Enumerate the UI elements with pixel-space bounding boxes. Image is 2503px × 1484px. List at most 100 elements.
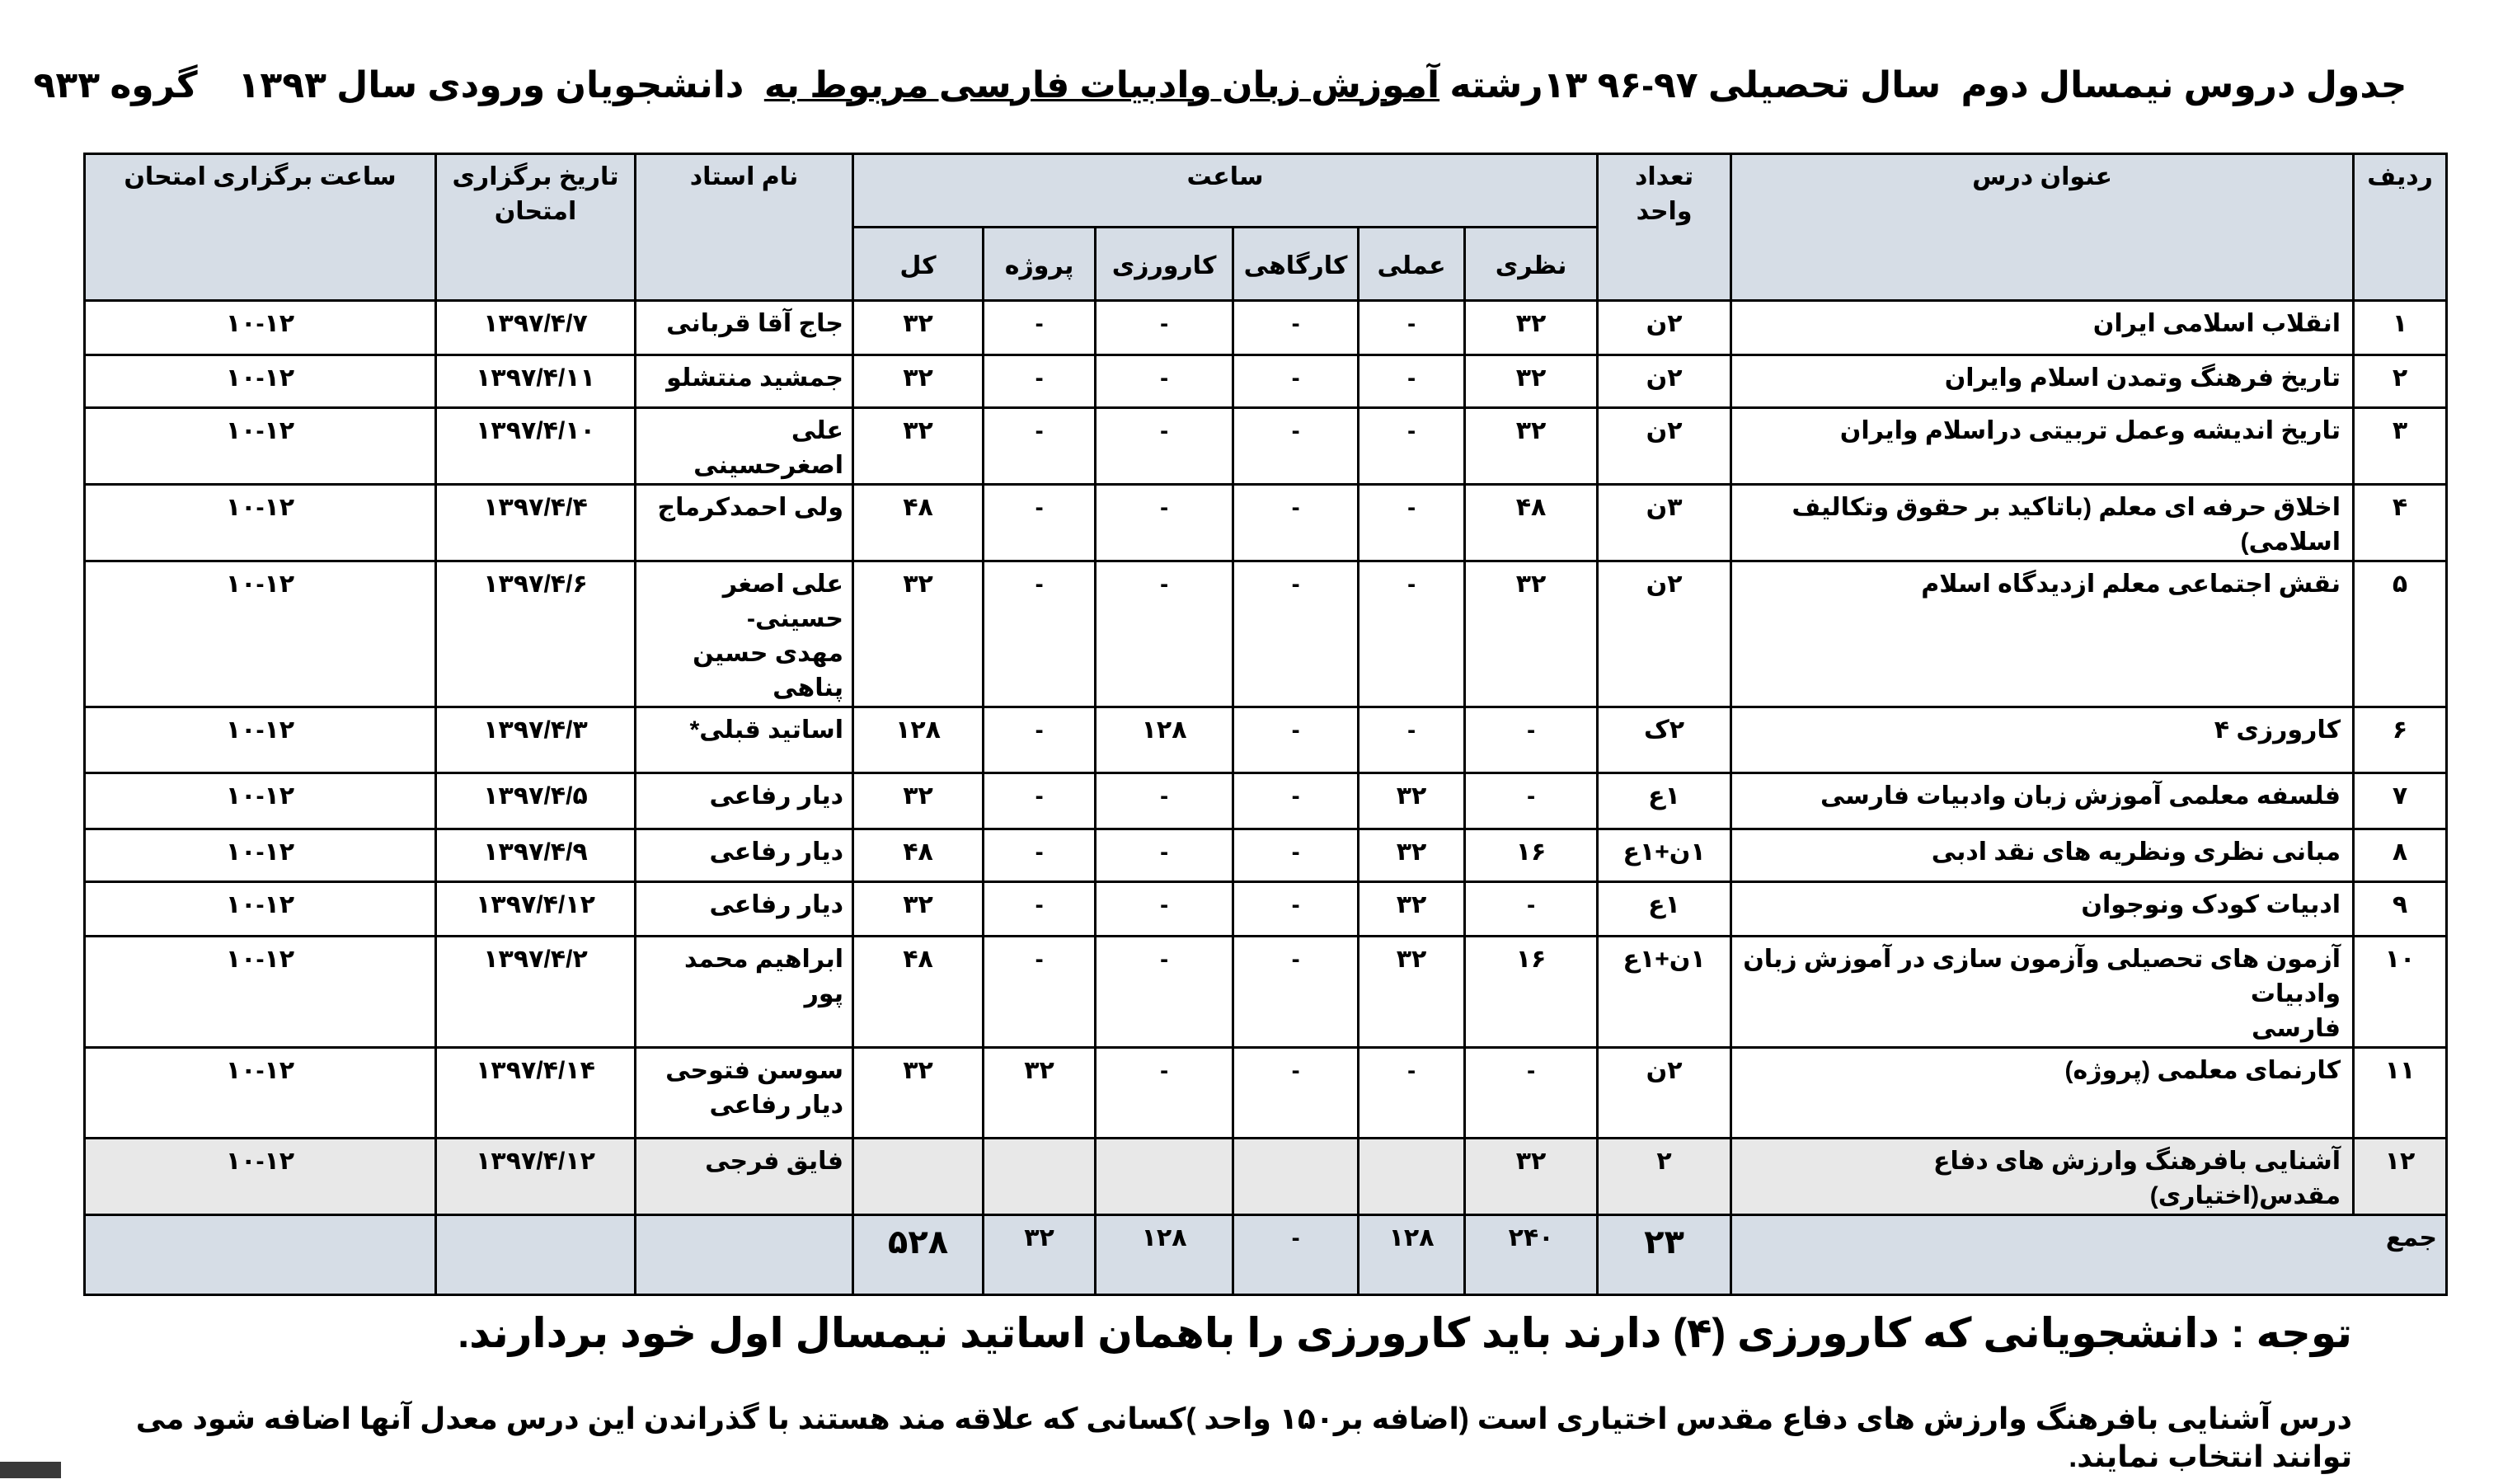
header-course: عنوان درس [1730, 153, 2355, 302]
total-hours-cell: ۳۲ [851, 354, 985, 409]
totals-practical: ۱۲۸ [1357, 1214, 1467, 1296]
practical-hours-cell: - [1357, 483, 1467, 562]
total-hours-cell [851, 1137, 985, 1216]
note-internship: توجه : دانشجویانی که کارورزی (۴) دارند ب… [458, 1310, 2352, 1356]
header-project: پروژه [982, 226, 1097, 302]
instructor-cell: علی اصغر حسینی- مهدی حسین پناهی [634, 560, 854, 708]
page-title: جدول دروس نیمسال دوم سال تحصیلی ۹۷-۹۶ ۱۳… [0, 64, 2440, 107]
project-hours-cell: - [982, 299, 1097, 356]
instructor-cell: فایق فرجی [634, 1137, 854, 1216]
row-number-cell: ۱۰ [2352, 935, 2449, 1049]
project-hours-cell: - [982, 560, 1097, 708]
course-title-cell: اخلاق حرفه ای معلم (باتاکید بر حقوق وتکا… [1730, 483, 2355, 562]
internship-hours-cell: - [1094, 354, 1235, 409]
header-units: تعداد واحد [1596, 153, 1733, 302]
course-title-cell: نقش اجتماعی معلم ازدیدگاه اسلام [1730, 560, 2355, 708]
course-title-cell: انقلاب اسلامی ایران [1730, 299, 2355, 356]
theory-hours-cell: ۱۶ [1463, 828, 1599, 883]
totals-project: ۳۲ [982, 1214, 1097, 1296]
row-number-cell: ۱۱ [2352, 1046, 2449, 1139]
instructor-cell: جمشید منتشلو [634, 354, 854, 409]
exam-date-cell: ۱۳۹۷/۴/۱۰ [434, 406, 636, 486]
table-row: ۲ تاریخ فرهنگ وتمدن اسلام وایران ۲ن ۳۲- - - -۳… [83, 354, 2449, 409]
project-hours-cell [982, 1137, 1097, 1216]
workshop-hours-cell [1232, 1137, 1360, 1216]
workshop-hours-cell: - [1232, 1046, 1360, 1139]
internship-hours-cell: - [1094, 881, 1235, 937]
course-title-cell: فلسفه معلمی آموزش زبان وادبیات فارسی [1730, 772, 2355, 830]
exam-time-cell: ۱۰-۱۲ [83, 1046, 437, 1139]
title-part-2: دانشجویان ورودی سال ۱۳۹۳ گروه ۹۳۳ [33, 65, 764, 106]
exam-date-cell: ۱۳۹۷/۴/۲ [434, 935, 636, 1049]
table-row: ۱۱ کارنمای معلمی (پروژه) ۲ن - - - -۳۲ ۳۲ سوسن فت… [83, 1046, 2449, 1139]
row-number-cell: ۵ [2352, 560, 2449, 708]
instructor-cell: ولی احمدکرماج [634, 483, 854, 562]
table-row: ۱ انقلاب اسلامی ایران ۲ن ۳۲- - - -۳۲ جاج آقا قر… [83, 299, 2449, 356]
table-row: ۱۰ آزمون های تحصیلی وآزمون سازی در آموزش … [83, 935, 2449, 1049]
internship-hours-cell: - [1094, 935, 1235, 1049]
project-hours-cell: - [982, 881, 1097, 937]
totals-theory: ۲۴۰ [1463, 1214, 1599, 1296]
theory-hours-cell: ۳۲ [1463, 354, 1599, 409]
practical-hours-cell: - [1357, 406, 1467, 486]
project-hours-cell: - [982, 828, 1097, 883]
exam-date-cell: ۱۳۹۷/۴/۵ [434, 772, 636, 830]
header-row: ردیف عنوان درس تعداد واحد ساعت نام استاد… [83, 153, 2449, 302]
workshop-hours-cell: - [1232, 706, 1360, 774]
total-hours-cell: ۴۸ [851, 483, 985, 562]
theory-hours-cell: - [1463, 772, 1599, 830]
table-row: ۷ فلسفه معلمی آموزش زبان وادبیات فارسی ۱ع -… [83, 772, 2449, 830]
title-part-1: جدول دروس نیمسال دوم سال تحصیلی ۹۷-۹۶ ۱۳… [1439, 65, 2407, 106]
units-cell: ۲ن [1596, 299, 1733, 356]
header-row-number: ردیف [2352, 153, 2449, 302]
total-hours-cell: ۳۲ [851, 1046, 985, 1139]
units-cell: ۱ع [1596, 772, 1733, 830]
theory-hours-cell: ۳۲ [1463, 560, 1599, 708]
project-hours-cell: ۳۲ [982, 1046, 1097, 1139]
internship-hours-cell: - [1094, 1046, 1235, 1139]
exam-date-cell: ۱۳۹۷/۴/۷ [434, 299, 636, 356]
row-number-cell: ۷ [2352, 772, 2449, 830]
watermark-logo [0, 1462, 61, 1478]
exam-time-cell: ۱۰-۱۲ [83, 354, 437, 409]
workshop-hours-cell: - [1232, 560, 1360, 708]
course-title-cell: تاریخ اندیشه وعمل تربیتی دراسلام وایران [1730, 406, 2355, 486]
theory-hours-cell: ۱۶ [1463, 935, 1599, 1049]
table-row: ۳ تاریخ اندیشه وعمل تربیتی دراسلام وایران… [83, 406, 2449, 486]
header-exam-time: ساعت برگزاری امتحان [83, 153, 437, 302]
row-number-cell: ۳ [2352, 406, 2449, 486]
header-total: کل [851, 226, 985, 302]
units-cell: ۲ن [1596, 406, 1733, 486]
header-hours: ساعت [851, 153, 1599, 228]
project-hours-cell: - [982, 706, 1097, 774]
theory-hours-cell: ۳۲ [1463, 1137, 1599, 1216]
exam-time-cell: ۱۰-۱۲ [83, 406, 437, 486]
exam-time-cell: ۱۰-۱۲ [83, 560, 437, 708]
exam-date-cell: ۱۳۹۷/۴/۶ [434, 560, 636, 708]
workshop-hours-cell: - [1232, 935, 1360, 1049]
units-cell: ۲ن [1596, 1046, 1733, 1139]
practical-hours-cell: ۳۲ [1357, 828, 1467, 883]
internship-hours-cell: - [1094, 828, 1235, 883]
workshop-hours-cell: - [1232, 299, 1360, 356]
internship-hours-cell [1094, 1137, 1235, 1216]
totals-empty-instructor [634, 1214, 854, 1296]
internship-hours-cell: - [1094, 406, 1235, 486]
header-instructor: نام استاد [634, 153, 854, 302]
units-cell: ۳ن [1596, 483, 1733, 562]
totals-label: جمع [1730, 1214, 2449, 1296]
totals-workshop: - [1232, 1214, 1360, 1296]
practical-hours-cell [1357, 1137, 1467, 1216]
table-row: ۱۲ آشنایی بافرهنگ وارزش های دفاع مقدس(اخت… [83, 1137, 2449, 1216]
instructor-cell: اساتید قبلی* [634, 706, 854, 774]
row-number-cell: ۲ [2352, 354, 2449, 409]
workshop-hours-cell: - [1232, 483, 1360, 562]
theory-hours-cell: ۳۲ [1463, 299, 1599, 356]
exam-time-cell: ۱۰-۱۲ [83, 299, 437, 356]
totals-row: جمع ۲۳ ۲۴۰ ۱۲۸ - ۱۲۸ ۳۲ ۵۲۸ [83, 1214, 2449, 1296]
totals-empty-time [83, 1214, 437, 1296]
instructor-cell: ابراهیم محمد پور [634, 935, 854, 1049]
row-number-cell: ۱ [2352, 299, 2449, 356]
workshop-hours-cell: - [1232, 881, 1360, 937]
total-hours-cell: ۴۸ [851, 828, 985, 883]
